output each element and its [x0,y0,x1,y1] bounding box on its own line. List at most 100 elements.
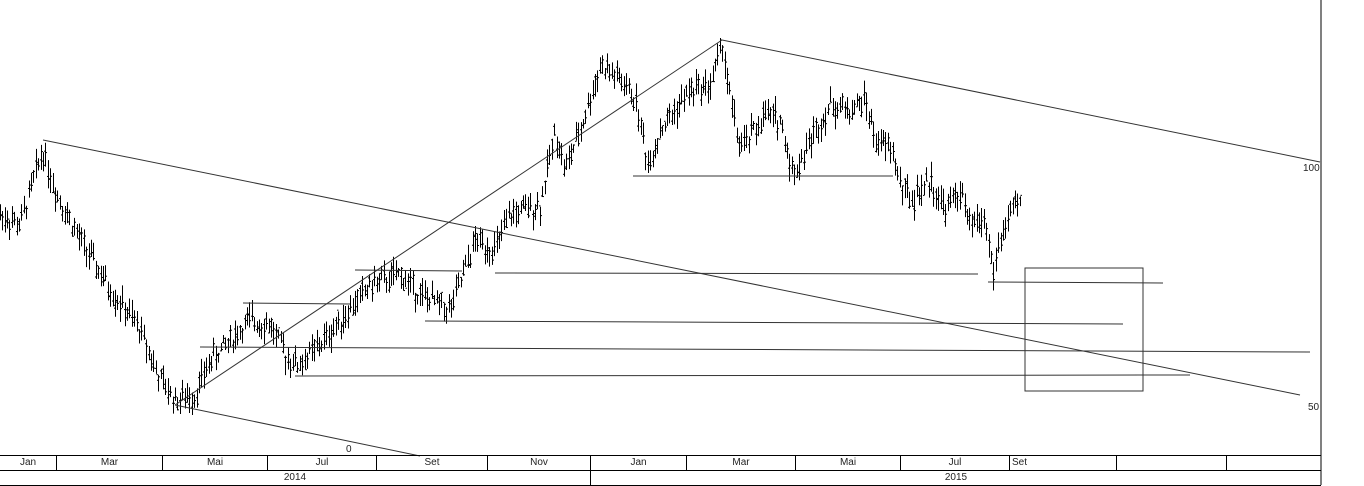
ohlc-bar [61,205,64,222]
ohlc-bar [882,129,885,147]
ohlc-bar [392,256,395,286]
ohlc-bar [205,357,208,377]
ohlc-bar [210,356,213,372]
ohlc-bar [412,270,415,295]
ohlc-bar [541,186,544,198]
ohlc-bar [155,360,158,376]
ohlc-bar [858,95,861,112]
ohlc-bar [328,325,331,347]
x-tick [1117,456,1227,470]
ohlc-bar [558,141,561,159]
ohlc-bar [270,317,273,338]
ohlc-bar [868,111,871,129]
ohlc-bar [133,310,136,327]
ohlc-bar [774,96,777,124]
ohlc-bar [908,191,911,209]
ohlc-bar [940,185,943,210]
ohlc-bar [337,309,340,330]
ohlc-bar [356,289,359,313]
ohlc-bar [781,119,784,134]
ohlc-bar [241,327,244,344]
ohlc-bar [479,227,482,248]
ohlc-bar [500,219,503,242]
ohlc-bar [92,242,95,261]
fan-label-100: 100 [1303,163,1320,174]
ohlc-bar [428,297,431,311]
ohlc-bar [712,65,715,83]
ohlc-bar [121,285,124,308]
ohlc-bar [978,212,981,234]
ohlc-bar [191,392,194,416]
ohlc-bar [563,159,566,177]
ohlc-bar [66,202,69,224]
ohlc-bar [515,201,518,228]
ohlc-bar [812,116,815,144]
ohlc-bar [512,198,515,224]
ohlc-bar [642,122,645,144]
ohlc-bar [100,265,103,287]
ohlc-bar [64,205,67,225]
year-label: 2015 [944,472,968,483]
ohlc-bar [1009,200,1012,217]
ohlc-bar [124,302,127,327]
ohlc-bar [73,217,76,236]
ohlc-bar [832,98,835,117]
ohlc-bar [138,329,141,344]
ohlc-bar [232,339,235,354]
ohlc-bar [203,361,206,389]
ohlc-bar [402,278,405,292]
ohlc-bar [983,209,986,229]
ohlc-bar [752,120,755,130]
ohlc-bar [152,350,155,373]
ohlc-bar [853,100,856,115]
ohlc-bar [332,318,335,337]
year-label: 2014 [0,471,591,485]
ohlc-bar [596,70,599,93]
ohlc-bar [848,109,851,125]
ohlc-bar [481,229,484,250]
ohlc-bar [582,119,585,129]
ohlc-bar [292,353,295,371]
ohlc-bar [313,339,316,362]
ohlc-bar [488,246,491,267]
ohlc-bar [275,324,278,348]
ohlc-bar [841,93,844,111]
ohlc-bar [988,234,991,258]
ohlc-bar [968,207,971,231]
ohlc-bar [985,222,988,241]
ohlc-bar [224,337,227,350]
ohlc-bar [320,340,323,353]
ohlc-bar [556,136,559,159]
x-tick: Mai [163,456,268,470]
x-tick [1227,456,1320,470]
ohlc-bar [673,98,676,125]
ohlc-bar [678,93,681,118]
ohlc-bar [131,299,134,327]
x-tick: Mar [57,456,163,470]
ohlc-bar [947,193,950,212]
ohlc-bar [95,260,98,280]
ohlc-bar [376,276,379,293]
ohlc-bar [450,299,453,318]
x-tick: Nov [488,456,591,470]
ohlc-bar [990,251,993,265]
ohlc-bar [421,278,424,306]
ohlc-bar [452,289,455,311]
ohlc-bar [215,345,218,371]
fan-label-50: 50 [1308,402,1320,413]
ohlc-bar [448,294,451,313]
ohlc-bar [575,121,578,142]
ohlc-bar [685,84,688,97]
ohlc-bar [457,272,460,289]
ohlc-bar [757,116,760,137]
ohlc-bar [59,195,62,210]
ohlc-bar [443,301,446,322]
ohlc-bar [764,100,767,121]
ohlc-bar [899,166,902,188]
ohlc-bar [930,161,933,192]
ohlc-bar [877,131,880,156]
ohlc-bar [4,207,7,233]
ohlc-bar [916,174,919,198]
ohlc-bar [196,388,199,408]
ohlc-bar [407,273,410,296]
